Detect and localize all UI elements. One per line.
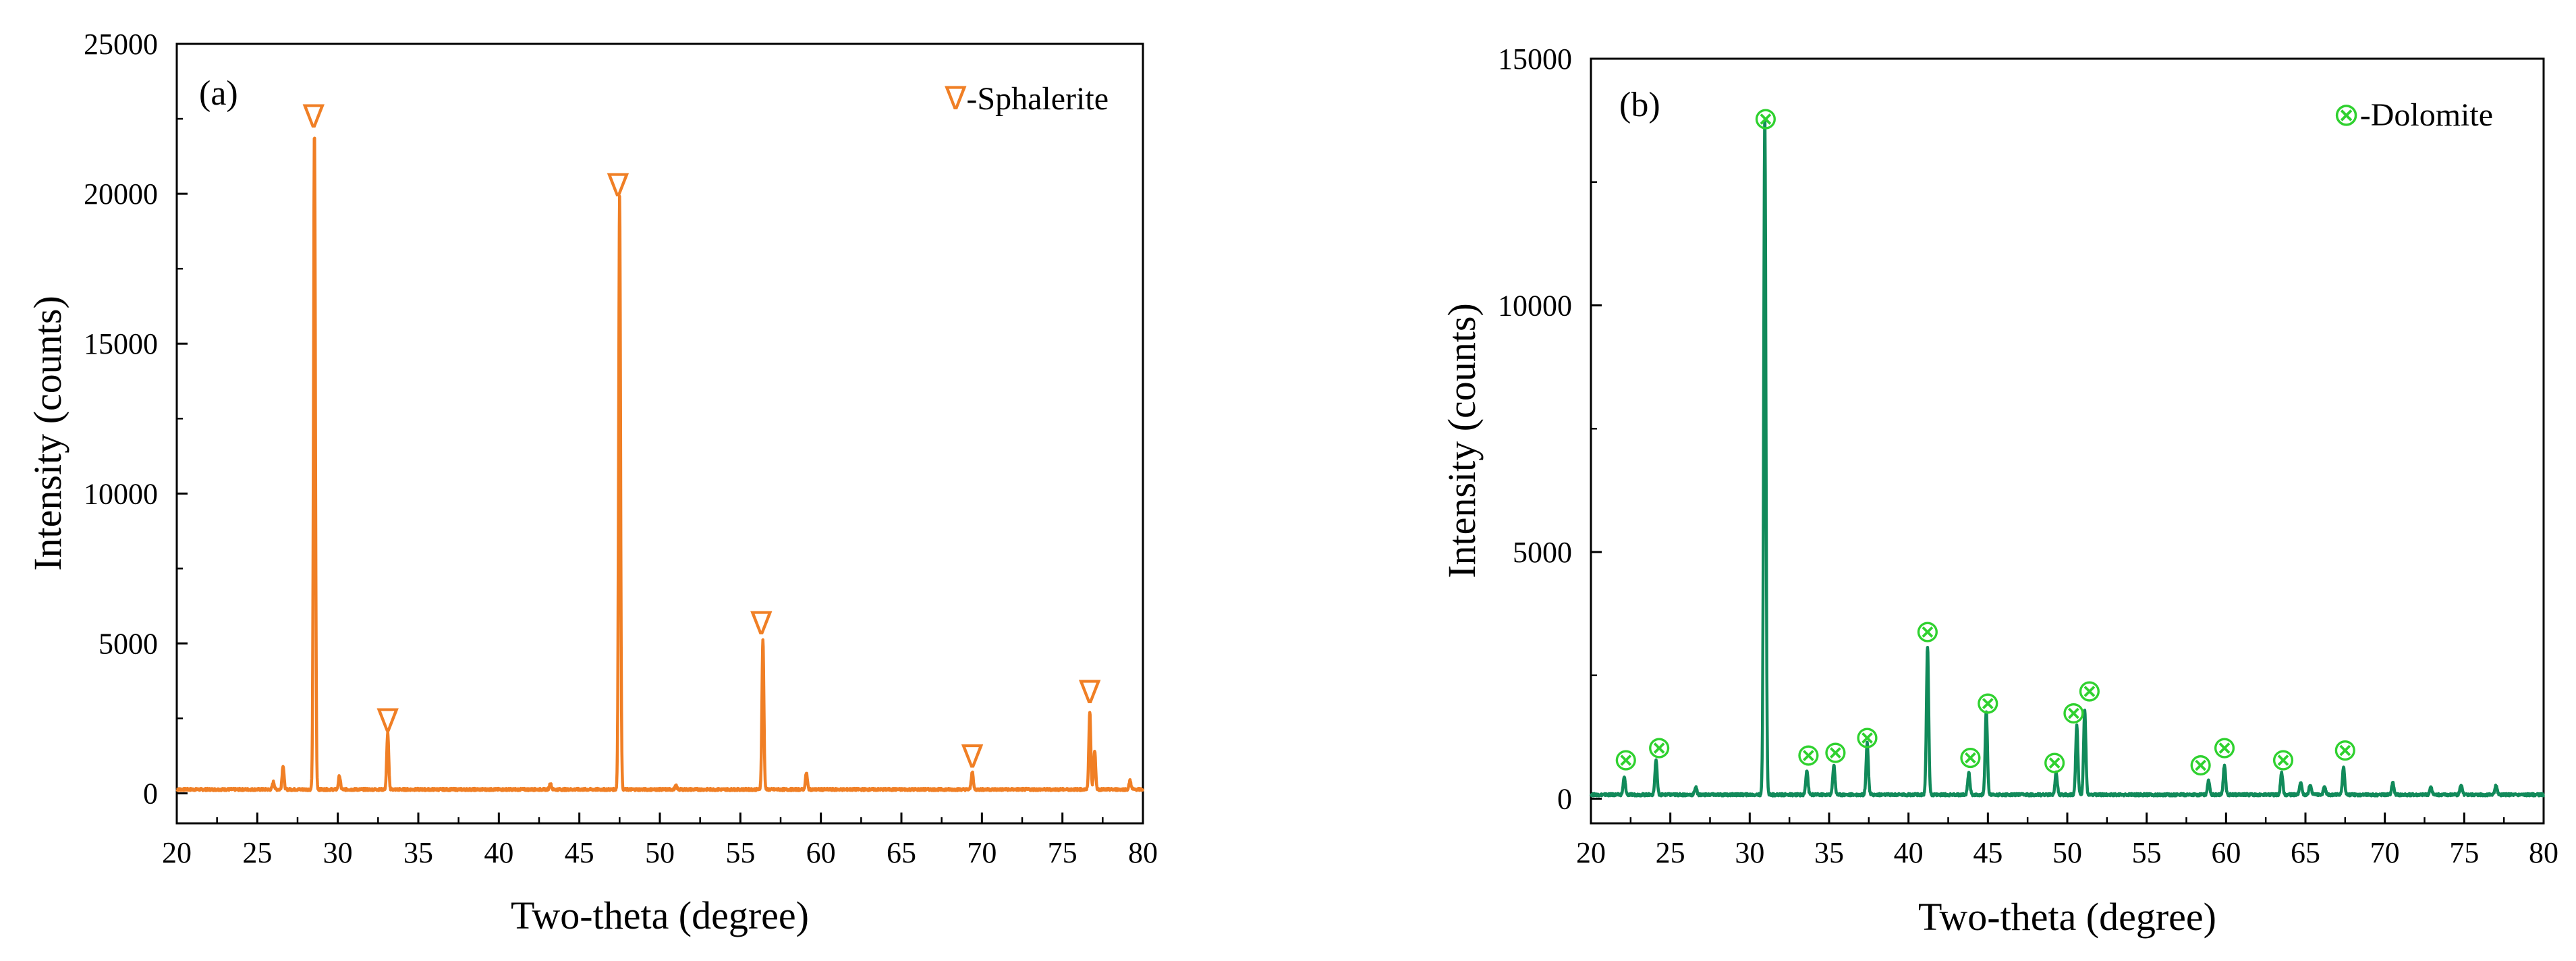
x-tick-label: 40	[484, 836, 513, 869]
ticks-a: 20 25 30 35 40 45 50 55 60 65 70 75 80 0 5000 10000 1500…	[84, 28, 1158, 869]
x-tick-label: 45	[1973, 836, 2003, 869]
x-tick-label: 65	[2291, 836, 2320, 869]
x-tick-label: 25	[242, 836, 272, 869]
peak-marker: ⊗	[2187, 746, 2214, 782]
peak-marker: ⊗	[1957, 738, 1984, 775]
peak-marker: ⊗	[1854, 719, 1880, 755]
x-tick-label: 25	[1656, 836, 1685, 869]
x-tick-label: 50	[645, 836, 675, 869]
x-tick-label: 60	[2211, 836, 2241, 869]
peak-marker: ∇	[607, 167, 629, 204]
x-tick-label: 80	[2529, 836, 2558, 869]
x-tick-label: 70	[967, 836, 997, 869]
diffraction-pattern-b	[1589, 118, 2546, 798]
y-tick-label: 15000	[1498, 43, 1572, 76]
plot-frame-a	[175, 43, 1144, 825]
peak-marker: ⊗	[2332, 732, 2359, 768]
x-tick-label: 50	[2052, 836, 2082, 869]
peak-marker: ⊗	[1613, 741, 1640, 777]
legend-label-a: -Sphalerite	[966, 81, 1109, 117]
peak-marker: ⊗	[2212, 729, 2238, 765]
y-tick-label: 5000	[1513, 536, 1572, 569]
x-tick-label: 55	[2132, 836, 2162, 869]
x-tick-label: 75	[1048, 836, 1077, 869]
x-tick-label: 20	[162, 836, 192, 869]
svg-text:⊗-Dolomite: ⊗-Dolomite	[2332, 97, 2493, 133]
peak-marker: ⊗	[1753, 100, 1779, 136]
x-tick-label: 35	[1814, 836, 1844, 869]
peak-marker: ⊗	[1795, 736, 1822, 773]
legend-symbol-a: ∇	[944, 81, 967, 117]
y-tick-label: 10000	[1498, 289, 1572, 322]
panel-label-a: (a)	[199, 74, 238, 113]
legend-b: ⊗-Dolomite	[2332, 97, 2493, 133]
svg-text:∇-Sphalerite: ∇-Sphalerite	[944, 81, 1109, 117]
peak-marker: ⊗	[1975, 684, 2001, 721]
peak-marker: ∇	[750, 605, 773, 642]
x-tick-label: 30	[323, 836, 353, 869]
legend-a: ∇-Sphalerite	[944, 81, 1109, 117]
x-tick-label: 70	[2370, 836, 2400, 869]
y-tick-label: 25000	[84, 28, 158, 61]
y-tick-label: 10000	[84, 477, 158, 510]
x-tick-label: 30	[1735, 836, 1764, 869]
x-tick-label: 20	[1576, 836, 1606, 869]
x-tick-label: 55	[725, 836, 755, 869]
y-tick-label: 0	[143, 777, 158, 811]
x-tick-label: 35	[403, 836, 433, 869]
legend-label-b: -Dolomite	[2360, 97, 2493, 133]
x-tick-label: 65	[887, 836, 916, 869]
panel-a-sphalerite: 20 25 30 35 40 45 50 55 60 65 70 75 80 0 5000 10000 1500…	[26, 28, 1158, 937]
x-axis-title-a: Two-theta (degree)	[511, 894, 809, 937]
peak-marker: ∇	[1078, 674, 1101, 711]
y-tick-label: 0	[1557, 782, 1572, 815]
peak-marker: ∇	[376, 702, 399, 740]
peak-marker: ⊗	[1915, 613, 1941, 649]
peak-marker: ⊗	[1822, 734, 1849, 770]
legend-symbol-b: ⊗	[2332, 97, 2359, 133]
y-tick-label: 15000	[84, 327, 158, 360]
peak-marker: ⊗	[2270, 741, 2297, 777]
x-tick-label: 40	[1894, 836, 1924, 869]
x-tick-label: 60	[806, 836, 836, 869]
peak-marker: ⊗	[2061, 694, 2087, 731]
x-tick-label: 75	[2449, 836, 2479, 869]
peak-marker: ⊗	[1646, 729, 1673, 765]
ticks-b: 20 25 30 35 40 45 50 55 60 65 70 75 80 0 5000 10000 1500…	[1498, 43, 2558, 869]
peak-marker: ⊗	[2077, 672, 2103, 709]
panel-label-b: (b)	[1619, 86, 1660, 124]
y-tick-label: 5000	[99, 627, 158, 660]
y-axis-title-b: Intensity (counts)	[1440, 303, 1484, 578]
peak-markers-b: ⊗ ⊗⊗⊗ ⊗ ⊗⊗⊗⊗⊗⊗⊗⊗⊗ ⊗ ⊗	[1613, 100, 2359, 783]
peak-marker: ⊗	[2042, 744, 2068, 780]
y-tick-label: 20000	[84, 177, 158, 211]
peak-marker: ∇	[302, 98, 325, 136]
x-axis-title-b: Two-theta (degree)	[1918, 895, 2216, 939]
x-tick-label: 80	[1128, 836, 1158, 869]
x-tick-label: 45	[565, 836, 594, 869]
peak-markers-a: ∇ ∇ ∇ ∇ ∇ ∇	[302, 98, 1101, 775]
peak-marker: ∇	[961, 738, 984, 775]
panel-b-dolomite: 20 25 30 35 40 45 50 55 60 65 70 75 80 0 5000 10000 1500…	[1440, 43, 2558, 939]
y-axis-title-a: Intensity (counts)	[26, 296, 69, 571]
diffraction-pattern-a	[175, 136, 1145, 792]
